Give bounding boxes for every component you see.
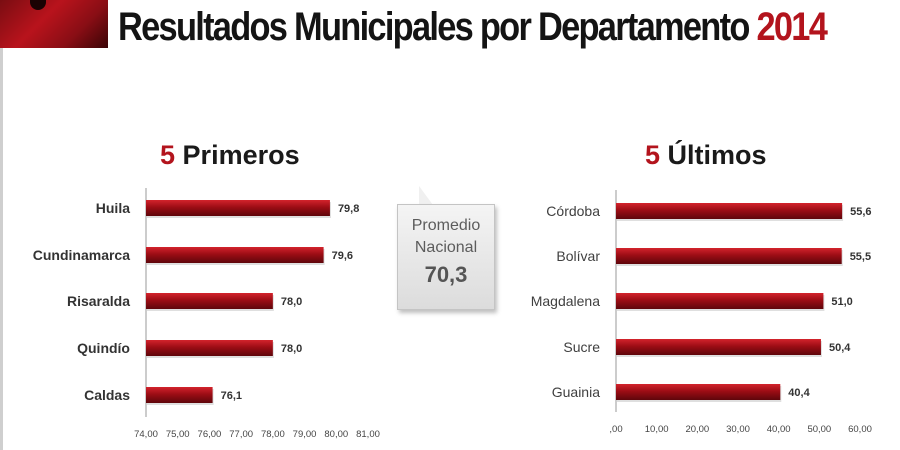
data-label: 78,0 (281, 296, 302, 308)
header-photo-detail (30, 0, 46, 10)
x-tick-label: 74,00 (134, 429, 158, 440)
data-label: 50,4 (829, 342, 851, 354)
x-tick-label: 77,00 (229, 429, 253, 440)
x-tick-label: 75,00 (166, 429, 190, 440)
callout-value: 70,3 (424, 262, 468, 287)
category-label: Guainia (552, 384, 600, 400)
bar (146, 387, 213, 403)
bar (146, 200, 330, 216)
x-tick-label: 76,00 (198, 429, 222, 440)
category-label: Cundinamarca (33, 247, 130, 263)
data-label: 51,0 (831, 296, 852, 308)
bar (616, 339, 821, 355)
page-title: Resultados Municipales por Departamento … (118, 2, 828, 52)
bar (616, 293, 824, 309)
x-tick-label: 30,00 (726, 424, 750, 435)
category-label: Córdoba (546, 203, 600, 219)
category-label: Caldas (84, 387, 130, 403)
data-label: 79,8 (338, 203, 359, 215)
bar (616, 203, 843, 219)
category-label: Magdalena (531, 293, 600, 309)
bar (146, 247, 324, 263)
header-photo (0, 0, 108, 48)
data-label: 76,1 (221, 390, 242, 402)
category-label: Bolívar (556, 248, 600, 264)
category-label: Risaralda (67, 293, 130, 309)
x-tick-label: 81,00 (356, 429, 380, 440)
callout-label-line1: Promedio (411, 217, 481, 234)
data-label: 55,6 (850, 206, 871, 218)
category-label: Huila (96, 200, 130, 216)
chart-title-bottom-number: 5 (645, 140, 661, 170)
data-label: 40,4 (788, 387, 810, 399)
chart-title-bottom-text: Últimos (667, 140, 767, 170)
x-tick-label: 80,00 (324, 429, 348, 440)
callout-pointer (419, 186, 433, 205)
bar (146, 293, 273, 309)
bar (616, 384, 781, 400)
data-label: 78,0 (281, 343, 302, 355)
chart-title-top-text: Primeros (182, 140, 300, 170)
x-tick-label: 40,00 (767, 424, 791, 435)
left-border (0, 48, 3, 450)
bar (616, 248, 842, 264)
chart-title-bottom: 5 Últimos (645, 138, 767, 172)
x-tick-label: 79,00 (293, 429, 317, 440)
x-tick-label: 60,00 (848, 424, 872, 435)
data-label: 79,6 (332, 250, 353, 262)
x-tick-label: 78,00 (261, 429, 285, 440)
x-tick-label: 50,00 (807, 424, 831, 435)
page-title-year: 2014 (756, 5, 827, 49)
callout-label-line2: Nacional (414, 239, 478, 256)
national-average-callout: Promedio Nacional 70,3 (397, 204, 495, 310)
category-label: Sucre (563, 339, 600, 355)
x-tick-label: 10,00 (645, 424, 669, 435)
x-tick-label: ,00 (609, 424, 622, 435)
category-label: Quindío (77, 340, 130, 356)
chart-title-top-number: 5 (160, 140, 176, 170)
chart-title-top: 5 Primeros (160, 138, 300, 172)
data-label: 55,5 (850, 251, 871, 263)
x-tick-label: 20,00 (685, 424, 709, 435)
bar (146, 340, 273, 356)
page-title-text: Resultados Municipales por Departamento (118, 5, 750, 49)
